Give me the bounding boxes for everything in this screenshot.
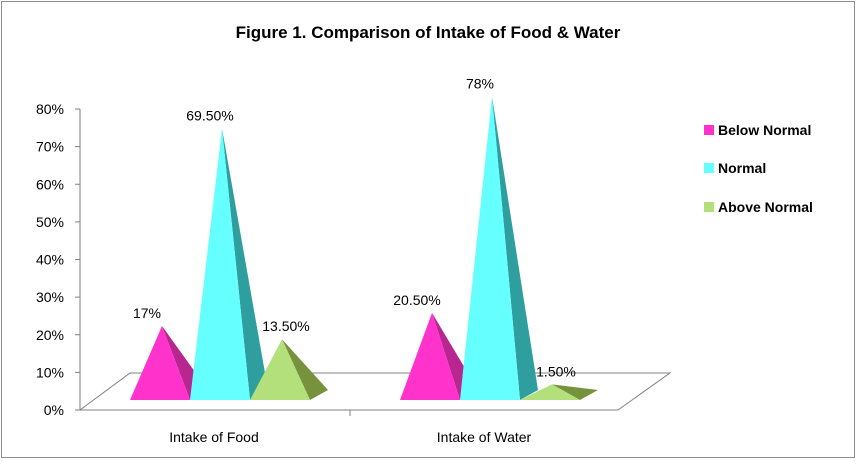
- x-category-label: Intake of Food: [169, 429, 259, 445]
- y-tick-label: 30%: [36, 289, 64, 305]
- data-label: 1.50%: [536, 363, 576, 379]
- x-axis-categories: Intake of Food Intake of Water: [169, 429, 531, 445]
- legend: Below Normal Normal Above Normal: [704, 122, 813, 215]
- y-tick-label: 60%: [36, 176, 64, 192]
- pyramid-front-face: [460, 96, 520, 401]
- y-tick-label: 50%: [36, 214, 64, 230]
- data-label: 78%: [466, 76, 494, 92]
- pyramid-side-face: [282, 339, 328, 400]
- pyramid-front-face: [520, 384, 580, 400]
- data-labels: 17% 69.50% 13.50% 20.50% 78% 1.50%: [133, 76, 576, 380]
- y-tick-label: 70%: [36, 139, 64, 155]
- pyramid-side-face: [222, 128, 268, 400]
- pyramid-side-face: [492, 96, 538, 401]
- legend-swatch: [704, 125, 714, 135]
- legend-label: Below Normal: [718, 122, 811, 138]
- y-tick-label: 20%: [36, 327, 64, 343]
- legend-swatch: [704, 202, 714, 212]
- y-axis-ticks: 0% 10% 20% 30% 40% 50% 60% 70% 80%: [36, 101, 80, 418]
- legend-item: Below Normal: [704, 122, 811, 138]
- y-tick-label: 0%: [44, 402, 64, 418]
- legend-swatch: [704, 163, 714, 173]
- pyramid-front-face: [400, 312, 460, 400]
- legend-item: Above Normal: [704, 199, 813, 215]
- y-tick-label: 80%: [36, 101, 64, 117]
- data-label: 17%: [133, 305, 161, 321]
- data-label: 69.50%: [186, 108, 233, 124]
- data-label: 13.50%: [262, 318, 309, 334]
- chart-title: Figure 1. Comparison of Intake of Food &…: [236, 23, 621, 42]
- y-tick-label: 10%: [36, 364, 64, 380]
- pyramid-front-face: [190, 128, 250, 400]
- legend-item: Normal: [704, 160, 766, 176]
- legend-label: Above Normal: [718, 199, 813, 215]
- data-label: 20.50%: [393, 292, 440, 308]
- pyramid-front-face: [130, 326, 190, 400]
- x-category-label: Intake of Water: [437, 429, 532, 445]
- legend-label: Normal: [718, 160, 766, 176]
- pyramid-front-face: [250, 339, 310, 400]
- pyramid-side-face: [552, 384, 598, 400]
- y-tick-label: 40%: [36, 252, 64, 268]
- plot-marks: [130, 96, 598, 401]
